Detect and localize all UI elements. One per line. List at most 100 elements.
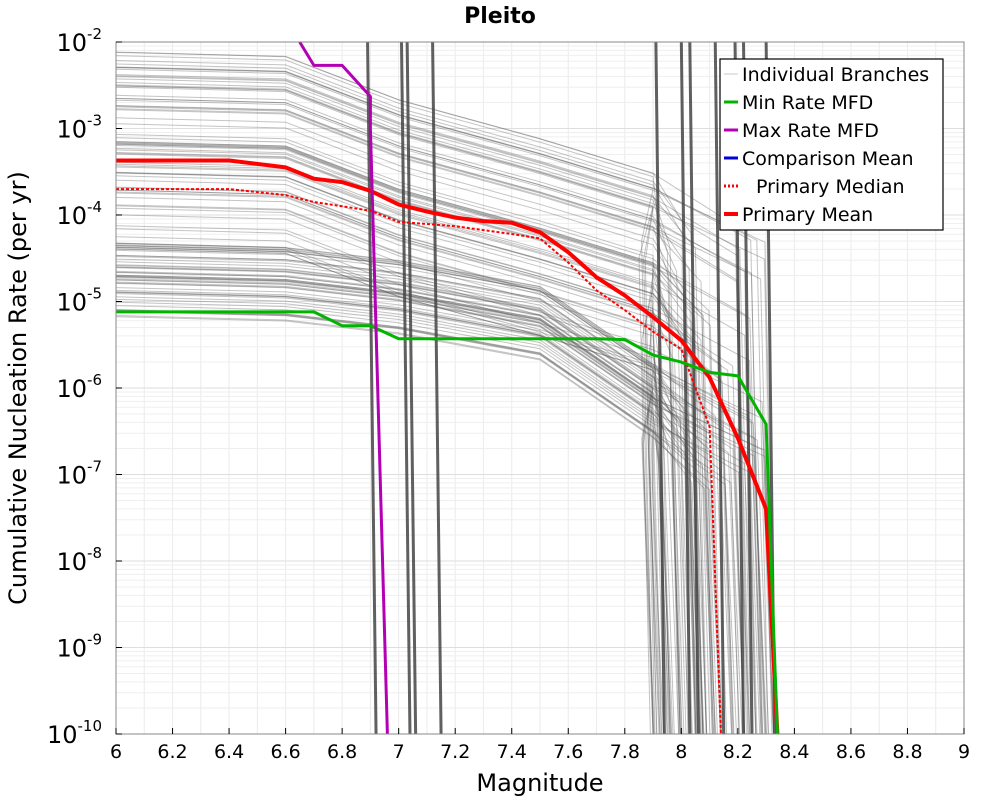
branch-line <box>115 68 777 735</box>
branch-line <box>115 147 681 735</box>
branch-line <box>115 98 689 735</box>
branch-line <box>115 153 681 735</box>
branch-line <box>115 165 654 735</box>
branch-line <box>115 270 655 735</box>
branch-line <box>115 228 774 735</box>
individual-branches <box>115 41 777 735</box>
series-max-rate-mfd <box>298 41 389 735</box>
branch-line <box>115 133 665 735</box>
branch-line <box>115 84 654 735</box>
branch-line <box>115 298 751 735</box>
branch-line <box>115 248 675 735</box>
branch-line <box>115 245 746 735</box>
y-tick-label: 10-8 <box>56 544 102 576</box>
branch-line <box>115 266 770 735</box>
x-tick-label: 7.6 <box>553 741 583 763</box>
branch-line <box>115 172 711 735</box>
branch-line <box>115 267 704 735</box>
branch-line <box>115 204 668 735</box>
legend-label: Primary Mean <box>742 204 873 226</box>
chart-title: Pleito <box>464 4 536 29</box>
branch-line <box>115 78 680 735</box>
branch-line <box>115 186 661 735</box>
series-primary-median <box>116 188 722 735</box>
branch-line <box>115 149 704 735</box>
branch-line <box>115 75 708 735</box>
y-tick-label: 10-10 <box>47 717 102 749</box>
y-tick-label: 10-4 <box>56 198 102 230</box>
branch-drop <box>431 41 443 735</box>
x-tick-label: 8.6 <box>836 741 866 763</box>
branch-line <box>115 152 723 735</box>
branch-line <box>115 142 681 735</box>
y-tick-label: 10-5 <box>56 285 102 317</box>
branch-line <box>115 276 774 735</box>
x-tick-label: 8.4 <box>779 741 809 763</box>
branch-line <box>115 291 671 735</box>
branch-line <box>115 246 660 735</box>
branch-line <box>115 207 734 735</box>
branch-line <box>115 279 741 735</box>
branch-drop <box>713 41 726 735</box>
x-tick-label: 7.8 <box>610 741 640 763</box>
branch-line <box>115 265 654 735</box>
branch-line <box>115 242 728 735</box>
branch-line <box>115 105 681 735</box>
legend-box <box>719 58 944 231</box>
y-axis-label: Cumulative Nucleation Rate (per yr) <box>4 171 32 605</box>
branch-line <box>115 74 682 735</box>
branch-line <box>115 289 757 735</box>
x-tick-label: 6.6 <box>270 741 300 763</box>
branch-drop <box>654 41 666 735</box>
x-tick-label: 7.4 <box>497 741 527 763</box>
x-tick-label: 8.8 <box>892 741 922 763</box>
branch-line <box>115 243 701 735</box>
y-tick-label: 10-6 <box>56 371 102 403</box>
x-tick-label: 8.2 <box>723 741 753 763</box>
branch-line <box>115 214 669 735</box>
branch-line <box>115 274 661 735</box>
branch-line <box>115 292 715 735</box>
branch-line <box>115 66 769 735</box>
legend: Individual Branches Min Rate MFD Max Rate … <box>719 58 944 231</box>
branch-line <box>115 309 743 735</box>
branch-drop <box>679 41 692 735</box>
branch-line <box>115 264 767 735</box>
branch-line <box>115 66 763 735</box>
branch-line <box>115 282 777 735</box>
branch-line <box>115 246 763 735</box>
series-lines <box>116 41 780 735</box>
branch-line <box>115 105 773 735</box>
branch-line <box>115 287 701 735</box>
branch-line <box>115 315 717 735</box>
x-axis-ticks: 6 6.2 6.4 6.6 6.8 7 7.2 7.4 7.6 7.8 8 8.2 8.4 8.6 8.8 9 <box>110 728 970 763</box>
x-tick-label: 6.2 <box>157 741 187 763</box>
legend-label: Min Rate MFD <box>742 92 873 114</box>
x-tick-label: 6.4 <box>214 741 244 763</box>
legend-label: Comparison Mean <box>742 148 914 170</box>
y-tick-label: 10-3 <box>56 112 102 144</box>
branch-line <box>115 76 752 735</box>
branch-line <box>115 86 658 735</box>
branch-line <box>115 94 701 735</box>
y-tick-label: 10-2 <box>56 25 102 57</box>
branch-line <box>115 309 704 735</box>
branch-line <box>115 67 654 735</box>
branch-line <box>115 137 721 735</box>
branch-line <box>115 266 655 735</box>
x-tick-label: 6 <box>110 741 122 763</box>
branch-line <box>115 301 768 735</box>
branch-line <box>115 291 701 735</box>
branch-line <box>115 166 713 735</box>
branch-line <box>115 278 683 735</box>
branch-drop <box>366 41 378 735</box>
legend-label: Individual Branches <box>742 64 929 86</box>
branch-line <box>115 256 718 735</box>
branch-line <box>115 172 703 735</box>
branch-line <box>115 108 713 735</box>
branch-line <box>115 85 777 735</box>
branch-line <box>115 281 705 735</box>
legend-label: Primary Median <box>756 176 905 198</box>
branch-line <box>115 225 670 735</box>
